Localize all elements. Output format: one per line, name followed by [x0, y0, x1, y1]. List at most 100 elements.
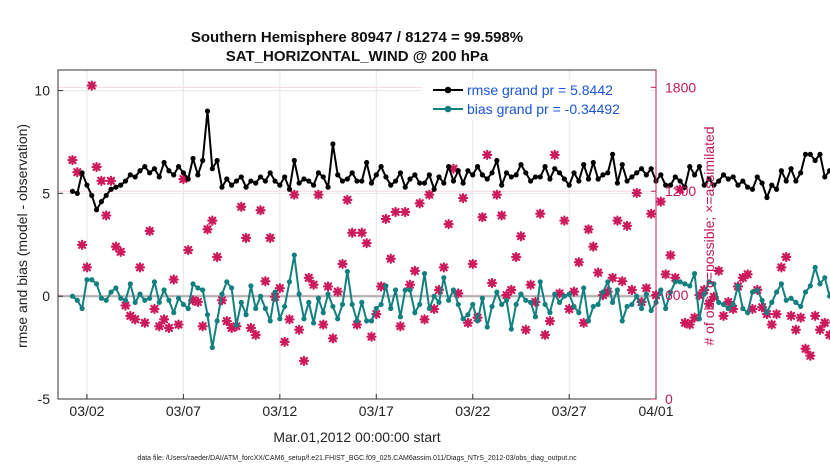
- legend-bias-marker: [444, 105, 452, 113]
- bias-point: [373, 305, 379, 312]
- obs-point: [549, 149, 560, 160]
- legend: rmse grand pr = 5.8442 bias grand pr = -…: [422, 80, 650, 120]
- obs-point: [173, 319, 184, 330]
- rmse-point: [310, 182, 317, 188]
- obs-point: [168, 274, 179, 285]
- rmse-point: [827, 168, 830, 174]
- bias-point: [315, 295, 322, 301]
- obs-point: [438, 262, 449, 273]
- rmse-point: [122, 178, 129, 184]
- obs-point: [308, 279, 319, 290]
- obs-point: [515, 231, 527, 242]
- obs-point: [414, 198, 425, 209]
- obs-point: [332, 286, 343, 297]
- obs-point: [708, 291, 719, 302]
- bias-point: [450, 287, 457, 293]
- rmse-point: [696, 164, 703, 170]
- bias-point: [282, 303, 288, 310]
- obs-point: [511, 251, 522, 263]
- bias-point: [132, 299, 138, 305]
- bias-point: [523, 297, 529, 303]
- bias-point: [89, 277, 95, 283]
- obs-point: [588, 241, 599, 252]
- obs-point: [578, 317, 589, 328]
- rmse-point: [171, 172, 177, 178]
- bias-point: [595, 301, 601, 308]
- obs-point: [766, 319, 777, 330]
- bias-point: [388, 305, 394, 312]
- bias-point: [547, 310, 553, 316]
- rmse-point: [224, 176, 230, 182]
- rmse-point: [817, 151, 823, 157]
- obs-point: [163, 322, 175, 334]
- rmse-point: [277, 182, 283, 188]
- bias-point: [629, 301, 635, 308]
- rmse-point: [315, 170, 322, 176]
- bias-point: [822, 275, 828, 281]
- rmse-point: [79, 170, 85, 176]
- rmse-point: [773, 186, 780, 192]
- rmse-point: [335, 172, 341, 178]
- obs-point: [723, 296, 734, 308]
- obs-point: [597, 290, 609, 301]
- data-file-footer: data file: /Users/raeder/DAI/ATM_forcXX/…: [137, 455, 577, 462]
- obs-point: [477, 212, 488, 223]
- rmse-point: [595, 176, 601, 182]
- rmse-point: [624, 178, 630, 184]
- obs-point: [554, 288, 565, 299]
- obs-point: [289, 189, 300, 200]
- obs-point: [207, 215, 218, 226]
- bias-point: [484, 324, 490, 330]
- bias-point: [108, 289, 114, 295]
- obs-point: [318, 319, 329, 330]
- obs-point: [197, 321, 208, 332]
- bias-point: [397, 314, 404, 320]
- bias-point: [658, 287, 664, 293]
- rmse-point: [330, 141, 336, 147]
- legend-bias-label: bias grand pr = -0.34492: [467, 101, 620, 117]
- bias-point: [769, 299, 775, 305]
- obs-point: [96, 175, 107, 186]
- obs-point: [660, 269, 671, 280]
- bias-point: [581, 285, 587, 291]
- obs-point: [356, 227, 367, 238]
- obs-point: [395, 321, 406, 332]
- rmse-point: [672, 174, 678, 180]
- obs-point: [202, 224, 213, 235]
- rmse-point: [339, 178, 346, 184]
- rmse-point: [508, 174, 514, 180]
- bias-point: [600, 289, 606, 295]
- rmse-point: [373, 172, 379, 178]
- y-right-tick-label: 1800: [665, 79, 696, 95]
- rmse-point: [306, 178, 312, 184]
- rmse-point: [812, 157, 818, 164]
- obs-point: [240, 232, 252, 244]
- obs-point: [366, 331, 377, 342]
- bias-point: [605, 279, 611, 285]
- obs-point: [91, 161, 102, 173]
- rmse-point: [658, 172, 664, 178]
- obs-point: [491, 189, 502, 200]
- bias-point: [190, 281, 196, 287]
- obs-point: [602, 286, 613, 297]
- rmse-point: [253, 180, 259, 186]
- bias-point: [609, 299, 616, 305]
- bias-point: [243, 312, 249, 318]
- obs-point: [322, 281, 334, 292]
- obs-point: [506, 284, 517, 296]
- rmse-point: [532, 174, 539, 180]
- rmse-point: [793, 178, 799, 184]
- obs-point: [125, 310, 136, 321]
- obs-point: [284, 314, 295, 325]
- bias-point: [773, 289, 780, 295]
- obs-point: [419, 314, 430, 325]
- bias-point: [219, 291, 225, 297]
- obs-point: [274, 283, 285, 294]
- rmse-point: [388, 182, 394, 188]
- obs-point: [149, 303, 160, 315]
- bias-point: [441, 275, 447, 281]
- rmse-point: [720, 172, 727, 178]
- bias-point: [426, 305, 432, 312]
- bias-point: [306, 299, 312, 305]
- rmse-point: [180, 170, 186, 176]
